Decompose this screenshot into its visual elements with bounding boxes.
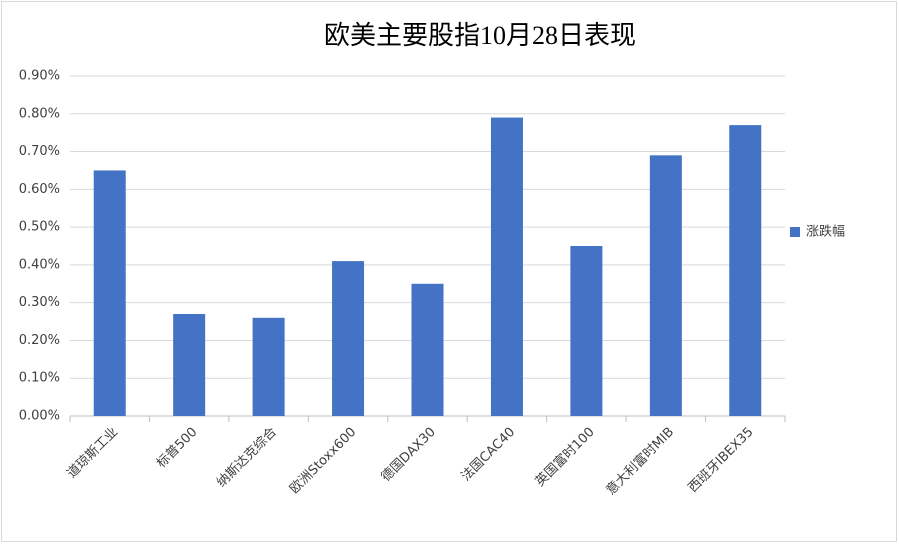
bar	[729, 125, 762, 416]
y-tick-label: 0.50%	[19, 220, 60, 235]
chart-title: 欧美主要股指10月28日表现	[324, 21, 636, 50]
bar	[332, 261, 365, 416]
bar	[570, 246, 603, 416]
y-tick-label: 0.70%	[19, 144, 60, 159]
y-tick-label: 0.40%	[19, 257, 60, 272]
y-tick-label: 0.90%	[19, 69, 60, 84]
y-tick-label: 0.10%	[19, 371, 60, 386]
y-tick-label: 0.00%	[19, 409, 60, 424]
bar	[490, 117, 523, 417]
bar	[411, 283, 444, 416]
y-tick-label: 0.30%	[19, 295, 60, 310]
bar	[252, 317, 285, 416]
legend-swatch	[790, 227, 800, 237]
bar	[93, 170, 126, 416]
legend-label: 涨跌幅	[806, 224, 845, 240]
y-tick-label: 0.20%	[19, 333, 60, 348]
y-tick-label: 0.80%	[19, 106, 60, 121]
bar	[649, 155, 682, 417]
bar	[173, 314, 206, 416]
y-tick-label: 0.60%	[19, 182, 60, 197]
